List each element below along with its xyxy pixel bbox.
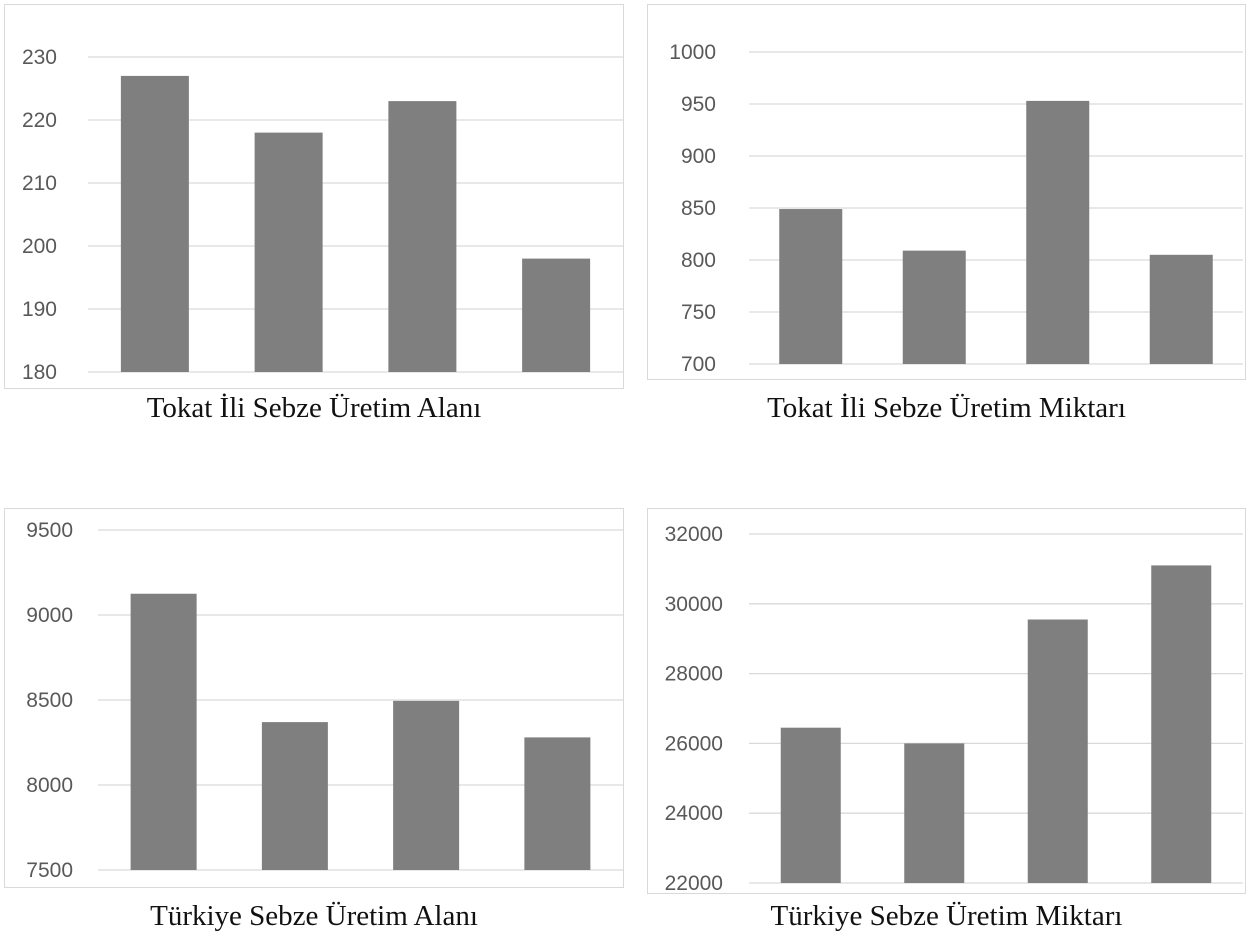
y-tick-label: 24000 [665,802,723,825]
y-tick-label: 750 [681,301,716,324]
chart-title-tokat-area: Tokat İli Sebze Üretim Alanı [146,392,482,424]
chart-title-turkiye-area: Türkiye Sebze Üretim Alanı [150,900,478,932]
y-tick-label: 230 [22,46,57,69]
bar-turkiye-amount-4 [1151,565,1212,883]
y-tick-label: 950 [681,93,716,116]
bar-tokat-area-2 [254,132,323,372]
chart-panel-turkiye-area: 7500 8000 8500 9000 9500 [4,508,624,888]
chart-title-turkiye-amount: Türkiye Sebze Üretim Miktarı [770,900,1123,932]
y-tick-label: 190 [22,298,57,321]
y-tick-label: 9000 [26,604,73,627]
y-tick-label: 28000 [665,663,723,686]
chart-panel-tokat-amount: 700 750 800 850 900 950 1000 [647,4,1246,380]
bar-tokat-area-1 [120,75,189,373]
y-tick-label: 900 [681,145,716,168]
y-tick-label: 7500 [26,859,73,882]
bar-tokat-area-3 [388,101,457,372]
bar-tokat-amount-2 [902,250,966,364]
y-tick-label: 8000 [26,774,73,797]
bar-tokat-amount-1 [779,209,843,364]
y-tick-label: 210 [22,172,57,195]
chart-panel-turkiye-amount: 22000 24000 26000 28000 30000 32000 [647,508,1246,895]
y-tick-label: 26000 [665,732,723,755]
chart-tokat-amount: 700 750 800 850 900 950 1000 [669,41,1243,376]
bar-tokat-area-4 [522,258,591,372]
y-tick-label: 1000 [669,41,716,64]
bar-turkiye-area-3 [393,700,460,870]
bar-turkiye-amount-1 [780,727,841,883]
y-tick-label: 180 [22,361,57,384]
y-tick-label: 220 [22,109,57,132]
y-tick-label: 32000 [665,523,723,546]
y-tick-label: 800 [681,249,716,272]
bar-turkiye-area-2 [261,722,328,870]
y-tick-label: 30000 [665,593,723,616]
y-tick-label: 22000 [665,872,723,895]
bar-turkiye-area-1 [130,593,197,870]
bar-turkiye-amount-2 [904,743,965,883]
y-tick-label: 700 [681,353,716,376]
chart-panel-tokat-area: 180 190 200 210 220 230 [4,4,624,389]
y-tick-label: 850 [681,197,716,220]
y-tick-label: 200 [22,235,57,258]
chart-turkiye-amount: 22000 24000 26000 28000 30000 32000 [665,523,1243,895]
y-tick-label: 8500 [26,689,73,712]
chart-title-tokat-amount: Tokat İli Sebze Üretim Miktarı [767,392,1126,424]
chart-tokat-area: 180 190 200 210 220 230 [22,46,623,384]
y-tick-label: 9500 [26,519,73,542]
chart-turkiye-area: 7500 8000 8500 9000 9500 [26,519,623,882]
bar-tokat-amount-4 [1149,254,1213,364]
bar-turkiye-area-4 [524,737,591,870]
bar-tokat-amount-3 [1026,100,1090,364]
bar-turkiye-amount-3 [1027,619,1088,883]
